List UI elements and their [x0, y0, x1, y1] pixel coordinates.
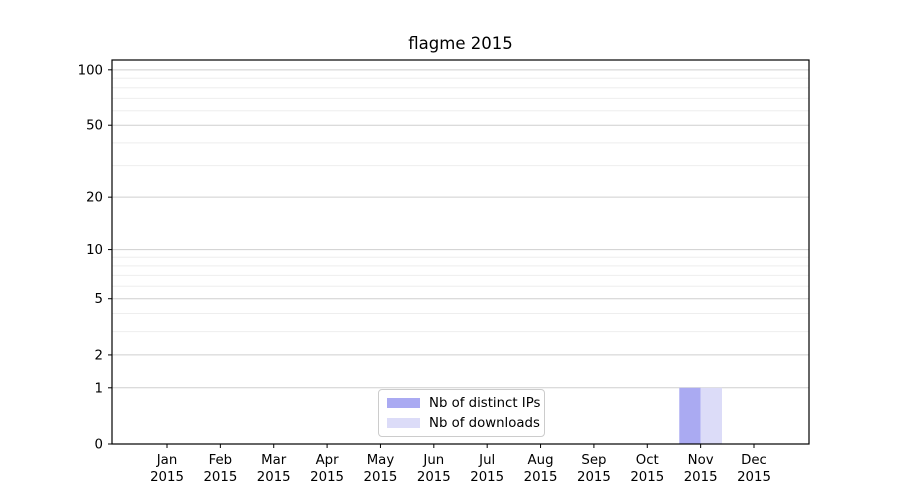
x-tick-label: Feb 2015: [203, 453, 237, 485]
chart-title: flagme 2015: [408, 34, 513, 53]
legend-item-downloads: Nb of downloads: [387, 415, 544, 432]
legend-swatch-distinct-ips: [387, 398, 420, 408]
bar-distinct-ips: [679, 387, 701, 444]
y-tick-label: 10: [86, 243, 103, 258]
bar-downloads: [700, 387, 722, 444]
x-tick-label: Apr 2015: [310, 453, 344, 485]
x-tick-label: Dec 2015: [737, 453, 771, 485]
legend-swatch-downloads: [387, 418, 420, 428]
plot-frame: [111, 59, 810, 445]
y-tick-label: 5: [95, 292, 103, 307]
y-tick-label: 50: [86, 119, 103, 134]
y-tick-label: 2: [95, 348, 103, 363]
legend-label-distinct-ips: Nb of distinct IPs: [429, 395, 541, 411]
x-tick-label: Jan 2015: [150, 453, 184, 485]
x-tick-label: Nov 2015: [684, 453, 718, 485]
x-tick-label: Jun 2015: [417, 453, 451, 485]
x-tick-label: Mar 2015: [257, 453, 291, 485]
x-tick-label: Jul 2015: [470, 453, 504, 485]
legend-item-distinct-ips: Nb of distinct IPs: [387, 395, 544, 412]
x-tick-label: Sep 2015: [577, 453, 611, 485]
y-tick-label: 100: [78, 63, 103, 78]
y-tick-label: 0: [95, 438, 103, 453]
legend: Nb of distinct IPs Nb of downloads: [378, 389, 545, 437]
x-tick-label: Aug 2015: [524, 453, 558, 485]
y-tick-label: 20: [86, 191, 103, 206]
x-tick-label: May 2015: [364, 453, 398, 485]
y-tick-label: 1: [95, 381, 103, 396]
x-tick-label: Oct 2015: [630, 453, 664, 485]
legend-label-downloads: Nb of downloads: [429, 415, 540, 431]
